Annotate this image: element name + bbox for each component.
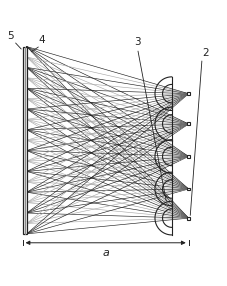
Text: a: a (102, 248, 109, 258)
Bar (187, 92, 190, 95)
Text: 4: 4 (38, 35, 45, 45)
Text: 5: 5 (7, 31, 14, 41)
Text: 2: 2 (202, 47, 209, 57)
Bar (187, 155, 190, 158)
Bar (187, 188, 190, 190)
Bar (187, 122, 190, 125)
Bar (187, 217, 190, 220)
Bar (23, 47, 27, 234)
Text: 3: 3 (134, 37, 140, 47)
